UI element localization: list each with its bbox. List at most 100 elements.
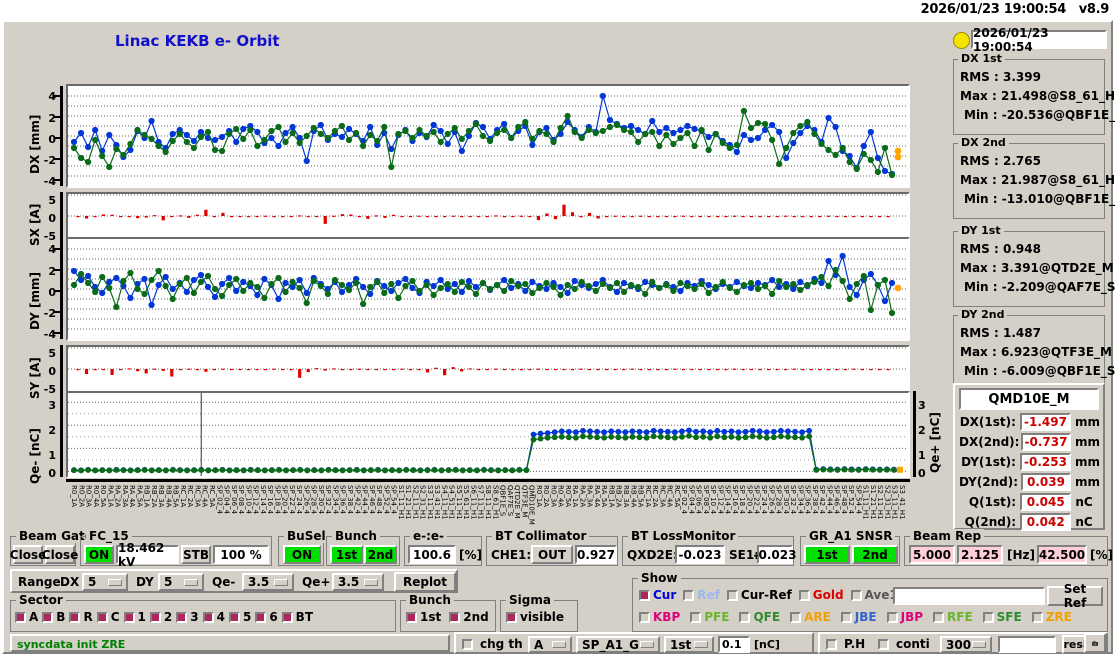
checkbox-indicator[interactable] <box>798 589 810 601</box>
checkbox-indicator[interactable] <box>886 611 898 623</box>
checkbox-indicator[interactable] <box>683 589 695 601</box>
bt-lossmonitor-value-2[interactable]: -0.023 <box>754 545 796 564</box>
checkbox-indicator[interactable] <box>639 611 650 623</box>
show-item-pfe[interactable]: PFE <box>690 610 729 624</box>
checkbox-indicator[interactable] <box>149 611 161 623</box>
ee-ratio-field[interactable]: 100.6 <box>408 545 456 564</box>
chg-th-sector-select[interactable]: A <box>528 636 572 653</box>
chg-th-value-input[interactable]: 0.1 <box>718 636 750 653</box>
checkbox-indicator[interactable] <box>739 611 751 623</box>
sector-item-2[interactable]: 2 <box>149 610 172 624</box>
checkbox-indicator[interactable] <box>1031 611 1043 623</box>
bunch-item-1st[interactable]: 1st <box>406 610 441 624</box>
checkbox-indicator[interactable] <box>15 611 26 623</box>
show-item-gold[interactable]: Gold <box>798 588 844 602</box>
show-item-jbe[interactable]: JBE <box>840 610 877 624</box>
checkbox-indicator[interactable] <box>176 611 188 623</box>
checkbox-indicator[interactable] <box>850 589 862 601</box>
ph-text-input[interactable] <box>998 636 1056 653</box>
checkbox-indicator[interactable] <box>639 589 650 601</box>
ph-interval-select[interactable]: 300 <box>940 636 992 653</box>
sy-plot[interactable] <box>66 345 910 393</box>
ph-checkbox[interactable] <box>826 639 837 650</box>
sector-item-5[interactable]: 5 <box>228 610 251 624</box>
checkbox-indicator[interactable] <box>790 611 802 623</box>
checkbox-indicator[interactable] <box>690 611 702 623</box>
fc15-voltage-field[interactable]: 18.462 kV <box>116 541 179 569</box>
checkbox-label: B <box>56 610 66 624</box>
dx-plot[interactable] <box>66 84 910 188</box>
fc15-stb-button[interactable]: STB <box>181 545 211 564</box>
checkbox-indicator[interactable] <box>982 611 994 623</box>
sector-item-1[interactable]: 1 <box>123 610 146 624</box>
sector-item-c[interactable]: C <box>96 610 120 624</box>
checkbox-indicator[interactable] <box>933 611 945 623</box>
sector-item-6[interactable]: 6 <box>255 610 278 624</box>
show-item-ref[interactable]: Ref <box>683 588 720 602</box>
sector-item-3[interactable]: 3 <box>176 610 199 624</box>
checkbox-indicator[interactable] <box>42 611 54 623</box>
show-item-cur[interactable]: Cur <box>639 588 676 602</box>
bt-lossmonitor-value-1[interactable]: -0.023 <box>675 545 725 564</box>
show-item-cur-ref[interactable]: Cur-Ref <box>726 588 792 602</box>
sigma-item-visible[interactable]: visible <box>506 610 564 624</box>
checkbox-indicator[interactable] <box>406 611 417 623</box>
chg-th-checkbox[interactable] <box>462 639 473 650</box>
bt-collimator-state-button[interactable]: OUT <box>531 545 573 564</box>
fc15-caption: FC_15 <box>86 529 132 543</box>
range-dy-select[interactable]: 5 <box>158 573 204 591</box>
beam-rep-value-3[interactable]: 42.500 <box>1037 545 1087 564</box>
conti-checkbox[interactable] <box>878 639 889 650</box>
show-item-rfe[interactable]: RFE <box>933 610 973 624</box>
checkbox-indicator[interactable] <box>123 611 135 623</box>
show-item-qfe[interactable]: QFE <box>739 610 780 624</box>
beam-rep-value-1[interactable]: 5.000 <box>909 545 955 564</box>
show-item-are[interactable]: ARE <box>790 610 831 624</box>
gr-snsr-2nd-button[interactable]: 2nd <box>852 545 898 564</box>
checkbox-indicator[interactable] <box>69 611 81 623</box>
show-item-kbp[interactable]: KBP <box>639 610 680 624</box>
checkbox-indicator[interactable] <box>726 589 738 601</box>
checkbox-indicator[interactable] <box>281 611 293 623</box>
sector-item-4[interactable]: 4 <box>202 610 225 624</box>
chg-th-bunch-select[interactable]: 1st <box>664 636 714 653</box>
set-ref-button[interactable]: Set Ref <box>1047 582 1103 610</box>
chg-th-source-select[interactable]: SP_A1_G <box>576 636 660 653</box>
ref-name-input[interactable] <box>893 587 1045 605</box>
dy-plot[interactable] <box>66 237 910 341</box>
gr-snsr-1st-button[interactable]: 1st <box>804 545 850 564</box>
sector-item-b[interactable]: B <box>42 610 65 624</box>
bunch-top-2nd-button[interactable]: 2nd <box>364 545 397 564</box>
svg-text:S2_31_H1: S2_31_H1 <box>419 485 427 520</box>
beam-rep-value-2[interactable]: 2.125 <box>957 545 1003 564</box>
sector-item-r[interactable]: R <box>69 610 93 624</box>
fc15-on-button[interactable]: ON <box>84 545 114 564</box>
busel-on-button[interactable]: ON <box>283 545 321 564</box>
checkbox-indicator[interactable] <box>255 611 267 623</box>
fc15-percent-field[interactable]: 100 % <box>213 545 269 564</box>
beam-gate-close-1-button[interactable]: Close <box>10 545 46 564</box>
bunch-top-1st-button[interactable]: 1st <box>330 545 363 564</box>
range-qe-plus-select[interactable]: 3.5 <box>332 573 384 591</box>
stat-rms-value: 0.948 <box>1003 241 1041 256</box>
show-item-sfe[interactable]: SFE <box>982 610 1022 624</box>
checkbox-indicator[interactable] <box>449 611 461 623</box>
sx-plot[interactable] <box>66 192 910 240</box>
sector-item-bt[interactable]: BT <box>281 610 313 624</box>
checkbox-indicator[interactable] <box>228 611 240 623</box>
range-qe-minus-select[interactable]: 3.5 <box>242 573 294 591</box>
range-dx-select[interactable]: 5 <box>82 573 128 591</box>
checkbox-indicator[interactable] <box>202 611 214 623</box>
qe-plot[interactable] <box>66 391 910 478</box>
checkbox-indicator[interactable] <box>96 611 108 623</box>
checkbox-indicator[interactable] <box>840 611 852 623</box>
bt-collimator-value-field[interactable]: 0.927 <box>575 545 617 564</box>
show-item-zre[interactable]: ZRE <box>1031 610 1072 624</box>
sector-item-a[interactable]: A <box>15 610 38 624</box>
camera-icon-button[interactable] <box>1084 633 1106 653</box>
bunch-item-2nd[interactable]: 2nd <box>449 610 489 624</box>
show-item-jbp[interactable]: JBP <box>886 610 923 624</box>
beam-gate-close-2-button[interactable]: Close <box>42 545 78 564</box>
checkbox-indicator[interactable] <box>506 611 517 623</box>
replot-button[interactable]: Replot <box>394 572 456 592</box>
